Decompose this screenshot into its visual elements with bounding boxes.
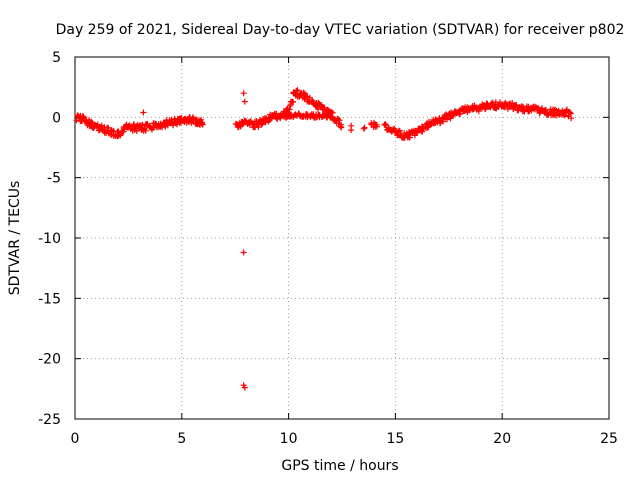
data-point [290, 99, 297, 105]
x-axis-label: GPS time / hours [281, 458, 398, 474]
data-point [262, 119, 269, 126]
data-point [567, 110, 574, 117]
data-point [199, 121, 206, 128]
data-point [241, 384, 248, 391]
data-point [168, 116, 175, 123]
data-point [336, 117, 343, 124]
y-tick-label: -10 [38, 231, 61, 247]
chart-title: Day 259 of 2021, Sidereal Day-to-day VTE… [56, 22, 625, 38]
data-point [348, 122, 355, 129]
y-tick-label: -15 [38, 291, 61, 307]
data-point [395, 128, 402, 135]
data-point [538, 105, 545, 112]
data-point [360, 125, 367, 132]
axis-ticks: -25 -20 -15 -10 -5 0 5 0 5 10 15 20 25 [38, 50, 618, 447]
data-point [80, 113, 87, 120]
y-tick-label: 0 [52, 110, 61, 126]
data-point [561, 112, 568, 119]
x-tick-label: 25 [600, 431, 618, 447]
x-tick-label: 5 [177, 431, 186, 447]
data-point [361, 124, 368, 131]
data-point [373, 121, 380, 128]
data-point [240, 90, 247, 97]
y-tick-label: 5 [52, 50, 61, 66]
data-point [133, 128, 140, 134]
data-point [321, 104, 328, 111]
data-point [542, 106, 549, 113]
data-point [396, 127, 403, 134]
x-tick-label: 0 [71, 431, 80, 447]
data-point [174, 121, 180, 128]
data-point [141, 125, 148, 132]
data-point [241, 98, 248, 105]
data-points [73, 87, 575, 391]
y-axis-label: SDTVAR / TECUs [7, 181, 23, 296]
x-tick-label: 15 [386, 431, 404, 447]
y-tick-label: -20 [38, 352, 61, 368]
data-point [240, 249, 247, 256]
data-point [257, 117, 264, 123]
data-point [406, 134, 413, 141]
data-point [338, 124, 345, 131]
data-point [518, 103, 525, 110]
data-point [447, 115, 454, 122]
data-point [117, 132, 124, 139]
x-tick-label: 20 [493, 431, 511, 447]
data-point [140, 109, 147, 116]
data-point [286, 106, 293, 113]
data-point [306, 94, 313, 101]
data-point [327, 114, 334, 121]
data-point [329, 109, 336, 116]
y-tick-label: -5 [47, 171, 61, 187]
data-point [566, 109, 573, 116]
x-tick-label: 10 [280, 431, 298, 447]
y-tick-label: -25 [38, 412, 61, 428]
data-point [294, 87, 301, 94]
